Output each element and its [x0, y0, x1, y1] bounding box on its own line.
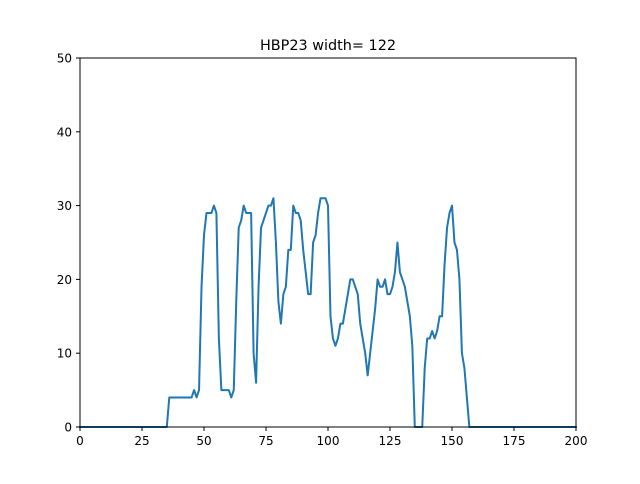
- y-tick-label: 40: [57, 125, 72, 139]
- x-tick-label: 50: [196, 434, 211, 448]
- x-tick-label: 200: [565, 434, 588, 448]
- x-tick-label: 100: [317, 434, 340, 448]
- y-tick-label: 20: [57, 273, 72, 287]
- series-line-0: [79, 197, 577, 428]
- axes: 0 25 50 75 100 125 150 175 200 0 10 20 30 40 50: [57, 52, 588, 449]
- series-layer: [79, 197, 577, 428]
- chart-title: HBP23 width= 122: [260, 38, 396, 54]
- x-tick-label: 125: [379, 434, 402, 448]
- x-tick-label: 25: [134, 434, 149, 448]
- y-tick-label: 10: [57, 347, 72, 361]
- x-tick-label: 175: [503, 434, 526, 448]
- y-tick-label: 30: [57, 199, 72, 213]
- y-tick-label: 0: [64, 421, 72, 435]
- x-tick-label: 75: [258, 434, 273, 448]
- x-tick-label: 150: [441, 434, 464, 448]
- x-tick-label: 0: [76, 434, 84, 448]
- y-tick-label: 50: [57, 52, 72, 66]
